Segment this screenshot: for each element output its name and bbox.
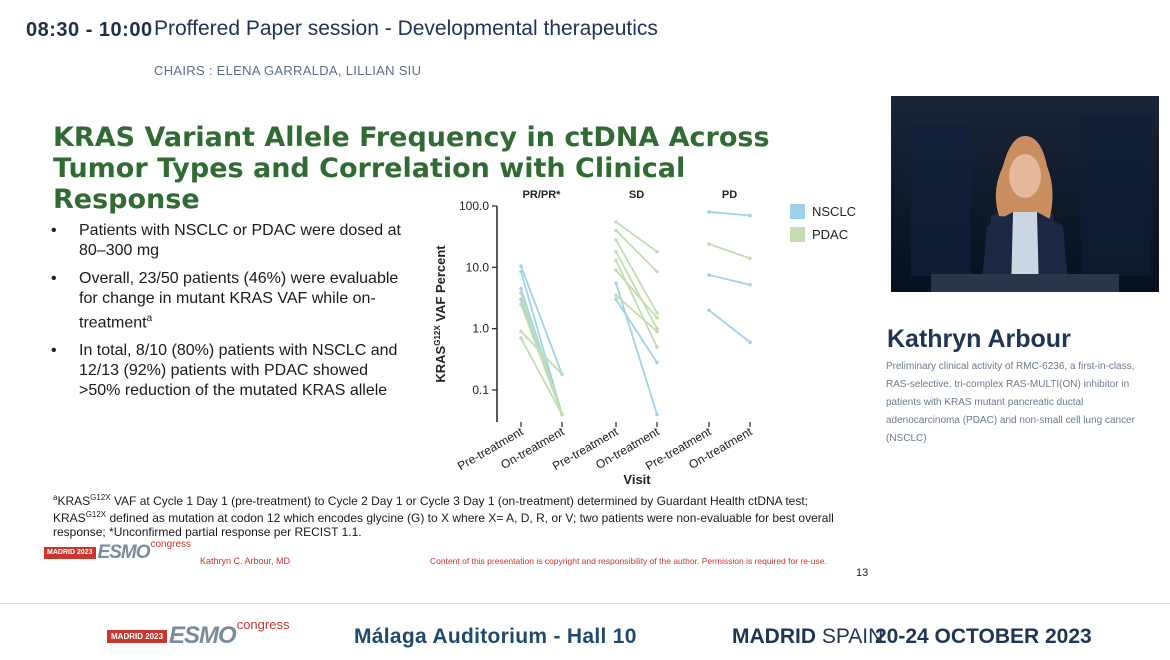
series-line xyxy=(615,239,658,314)
data-point xyxy=(707,210,711,214)
series-line xyxy=(708,309,751,343)
session-header: 08:30 - 10:00 Proffered Paper session - … xyxy=(0,0,1170,100)
data-point xyxy=(614,268,618,272)
series-line xyxy=(520,303,563,415)
series-line xyxy=(615,259,658,348)
data-point xyxy=(614,249,618,254)
data-point xyxy=(707,308,711,312)
series-line xyxy=(520,265,563,375)
data-point xyxy=(655,345,659,349)
series-line xyxy=(520,330,563,375)
series-line xyxy=(615,282,658,415)
data-point xyxy=(655,249,659,254)
data-point xyxy=(614,228,618,233)
y-axis-label: KRASG12X VAF Percent xyxy=(433,245,448,383)
series-line xyxy=(520,337,563,415)
legend-swatch xyxy=(790,227,805,242)
bullet-item: Overall, 23/50 patients (46%) were evalu… xyxy=(51,269,411,333)
data-point xyxy=(519,291,523,295)
session-chairs: CHAIRS : ELENA GARRALDA, LILLIAN SIU xyxy=(154,63,422,78)
data-point xyxy=(614,220,618,224)
slide-author: Kathryn C. Arbour, MD xyxy=(200,556,291,566)
bullet-list: Patients with NSCLC or PDAC were dosed a… xyxy=(51,221,411,409)
bullet-item: Patients with NSCLC or PDAC were dosed a… xyxy=(51,221,411,261)
data-point xyxy=(519,269,523,274)
data-point xyxy=(614,238,618,242)
esmo-congress-logo: MADRID 2023 ESMO congress xyxy=(107,617,289,650)
series-line xyxy=(615,269,658,319)
data-point xyxy=(614,258,618,263)
series-line xyxy=(615,229,658,273)
legend-swatch xyxy=(790,204,805,219)
panel-title: SD xyxy=(629,189,644,201)
series-line xyxy=(708,274,751,286)
data-point xyxy=(655,316,659,320)
data-point xyxy=(560,372,564,377)
session-title: Proffered Paper session - Developmental … xyxy=(154,17,658,40)
y-tick-label: 10.0 xyxy=(466,260,490,274)
slide-copyright: Content of this presentation is copyrigh… xyxy=(430,556,827,566)
data-point xyxy=(748,256,752,261)
venue-label: Málaga Auditorium - Hall 10 xyxy=(354,625,637,648)
slide-number: 13 xyxy=(856,567,869,579)
data-point xyxy=(748,282,752,287)
data-point xyxy=(614,293,618,298)
data-point xyxy=(748,340,752,345)
data-point xyxy=(655,360,659,365)
series-line xyxy=(615,221,658,253)
data-point xyxy=(519,302,523,307)
legend-label: NSCLC xyxy=(812,204,856,219)
series-line xyxy=(708,243,751,260)
x-axis-label: Visit xyxy=(623,472,651,487)
y-tick-label: 100.0 xyxy=(459,199,489,213)
speaker-video-frame xyxy=(891,96,1159,292)
slide-footnote: aKRASG12X VAF at Cycle 1 Day 1 (pre-trea… xyxy=(53,493,834,539)
series-line xyxy=(615,294,658,333)
data-point xyxy=(519,264,523,268)
data-point xyxy=(614,281,618,286)
bullet-item: In total, 8/10 (80%) patients with NSCLC… xyxy=(51,341,411,401)
session-time: 08:30 - 10:00 xyxy=(26,19,153,41)
data-point xyxy=(519,336,523,340)
data-point xyxy=(748,213,752,218)
data-point xyxy=(560,412,564,417)
esmo-logo: MADRID 2023 ESMO congress xyxy=(44,539,191,565)
data-point xyxy=(614,297,618,302)
talk-description: Preliminary clinical activity of RMC-623… xyxy=(886,361,1136,444)
legend-label: PDAC xyxy=(812,227,848,242)
series-line xyxy=(615,251,658,330)
congress-footer: MADRID 2023 ESMO congress Málaga Auditor… xyxy=(0,603,1170,660)
data-point xyxy=(655,269,659,274)
data-point xyxy=(707,242,711,246)
speaker-video xyxy=(891,96,1159,292)
data-point xyxy=(655,329,659,334)
data-point xyxy=(655,311,659,315)
series-line xyxy=(615,298,658,364)
slide-title: KRAS Variant Allele Frequency in ctDNA A… xyxy=(53,122,770,215)
y-tick-label: 1.0 xyxy=(472,322,489,336)
panel-title: PD xyxy=(722,189,737,201)
y-tick-label: 0.1 xyxy=(472,383,489,397)
data-point xyxy=(519,329,523,334)
kras-vaf-chart: 100.0 10.0 1.0 0.1 KRASG12X VAF Percent PR/PR… xyxy=(433,189,856,487)
city-label: MADRID SPAIN xyxy=(732,625,884,648)
speaker-name: Kathryn Arbour xyxy=(887,325,1071,353)
congress-dates: 20-24 OCTOBER 2023 xyxy=(875,625,1092,648)
series-line xyxy=(708,211,751,217)
data-point xyxy=(519,286,523,291)
data-point xyxy=(655,412,659,417)
panel-title: PR/PR* xyxy=(523,189,562,201)
data-point xyxy=(707,273,711,277)
presentation-slide: KRAS Variant Allele Frequency in ctDNA A… xyxy=(24,96,879,586)
